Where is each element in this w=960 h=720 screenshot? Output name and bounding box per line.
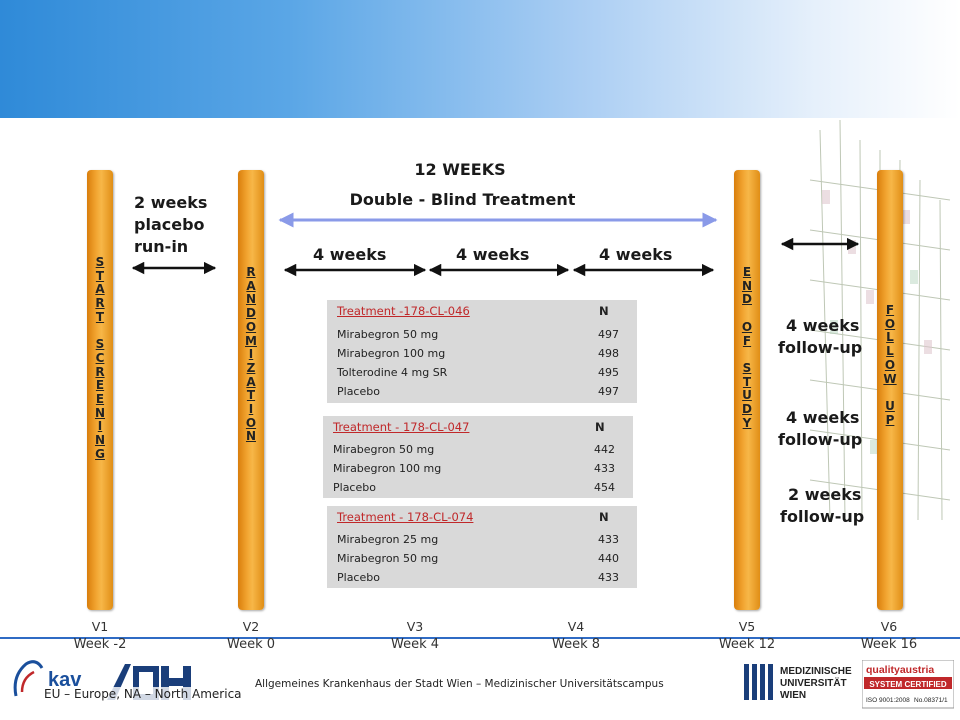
visit-v2-week: Week 0 (226, 637, 276, 652)
table-row: Mirabegron 100 mg 498 (327, 344, 637, 364)
follow-up-pillar: F O L L O W U P (877, 170, 903, 610)
treatment-name: Mirabegron 50 mg (333, 443, 435, 456)
qa-iso: ISO 9001:2008 (866, 697, 910, 704)
treatment-name: Mirabegron 50 mg (337, 552, 439, 565)
runin-line1: 2 weeks (134, 193, 208, 212)
end-of-study-pillar: E N D O F S T U D Y (734, 170, 760, 610)
table-row: Mirabegron 100 mg 433 (323, 459, 633, 479)
visit-v1-week: Week -2 (73, 637, 127, 652)
week-label-3: 4 weeks (599, 245, 673, 264)
treatment-name: Placebo (337, 385, 380, 398)
abbreviation-note: EU – Europe, NA – North America (44, 687, 242, 701)
table-046-n-header: N (599, 304, 609, 318)
runin-line2: placebo (134, 215, 205, 234)
visit-v6-week: Week 16 (860, 637, 918, 652)
treatment-name: Placebo (337, 571, 380, 584)
hospital-name: Allgemeines Krankenhaus der Stadt Wien –… (255, 678, 664, 690)
table-074-n-header: N (599, 510, 609, 524)
treatment-table-046: Treatment -178-CL-046 N Mirabegron 50 mg… (327, 300, 637, 403)
treatment-name: Tolterodine 4 mg SR (337, 366, 448, 379)
kav-logo-text: kav (48, 669, 82, 691)
table-row: Tolterodine 4 mg SR 495 (327, 363, 637, 383)
patient-count: 442 (594, 443, 615, 456)
randomization-pillar: R A N D O M I Z A T I O N (238, 170, 264, 610)
end-of-study-label: E N D O F S T U D Y (741, 265, 753, 430)
followup-1-duration: 4 weeks (786, 316, 860, 335)
table-074-title: Treatment - 178-CL-074 (337, 510, 474, 524)
followup-3-label: follow-up (780, 507, 865, 526)
patient-count: 454 (594, 481, 615, 494)
header-banner (0, 0, 960, 118)
visit-v3-week: Week 4 (390, 637, 440, 652)
visit-v3: V3 (406, 619, 424, 634)
visit-v5-week: Week 12 (718, 637, 776, 652)
follow-up-label: F O L L O W U P (883, 303, 897, 427)
meduni-wien-logo: MEDIZINISCHE UNIVERSITÄT WIEN (744, 664, 852, 701)
visit-v2: V2 (242, 619, 260, 634)
visit-v6: V6 (880, 619, 898, 634)
qa-title: qualityaustria (866, 664, 934, 676)
treatment-table-074: Treatment - 178-CL-074 N Mirabegron 25 m… (327, 506, 637, 588)
table-row: Placebo 497 (327, 382, 637, 402)
visit-v1: V1 (91, 619, 109, 634)
quality-austria-badge: qualityaustria SYSTEM CERTIFIED ISO 9001… (862, 660, 954, 709)
start-screening-pillar: S T A R T S C R E E N I N G (87, 170, 113, 610)
patient-count: 495 (598, 366, 619, 379)
qa-number: No.08371/1 (914, 697, 948, 704)
treatment-name: Placebo (333, 481, 376, 494)
week-label-2: 4 weeks (456, 245, 530, 264)
patient-count: 433 (598, 533, 619, 546)
meduni-line3: WIEN (780, 690, 806, 701)
treatment-name: Mirabegron 25 mg (337, 533, 439, 546)
patient-count: 440 (598, 552, 619, 565)
week-label-1: 4 weeks (313, 245, 387, 264)
table-row: Mirabegron 50 mg 442 (323, 440, 633, 460)
table-row: Placebo 433 (327, 568, 637, 588)
visit-v5: V5 (738, 619, 756, 634)
treatment-table-047: Treatment - 178-CL-047 N Mirabegron 50 m… (323, 416, 633, 498)
table-row: Mirabegron 25 mg 433 (327, 530, 637, 550)
patient-count: 497 (598, 385, 619, 398)
followup-1-label: follow-up (778, 338, 863, 357)
period-title: 12 WEEKS (414, 160, 506, 179)
table-row: Placebo 454 (323, 478, 633, 498)
treatment-name: Mirabegron 50 mg (337, 328, 439, 341)
qa-badge: SYSTEM CERTIFIED (869, 680, 947, 689)
randomization-label: R A N D O M I Z A T I O N (245, 265, 257, 444)
table-row: Mirabegron 50 mg 497 (327, 325, 637, 345)
followup-2-duration: 4 weeks (786, 408, 860, 427)
start-screening-label: S T A R T S C R E E N I N G (94, 255, 106, 461)
visit-v4-week: Week 8 (551, 637, 601, 652)
visit-v4: V4 (567, 619, 585, 634)
treatment-name: Mirabegron 100 mg (333, 462, 442, 475)
table-047-title: Treatment - 178-CL-047 (333, 420, 470, 434)
treatment-name: Mirabegron 100 mg (337, 347, 446, 360)
patient-count: 433 (598, 571, 619, 584)
double-blind-title: Double - Blind Treatment (349, 190, 576, 209)
kav-logo: kav (13, 660, 82, 697)
meduni-line1: MEDIZINISCHE (780, 666, 852, 677)
table-046-title: Treatment -178-CL-046 (337, 304, 470, 318)
runin-line3: run-in (134, 237, 189, 256)
meduni-line2: UNIVERSITÄT (780, 676, 847, 689)
patient-count: 433 (594, 462, 615, 475)
followup-3-duration: 2 weeks (788, 485, 862, 504)
patient-count: 497 (598, 328, 619, 341)
followup-2-label: follow-up (778, 430, 863, 449)
table-row: Mirabegron 50 mg 440 (327, 549, 637, 569)
patient-count: 498 (598, 347, 619, 360)
table-047-n-header: N (595, 420, 605, 434)
